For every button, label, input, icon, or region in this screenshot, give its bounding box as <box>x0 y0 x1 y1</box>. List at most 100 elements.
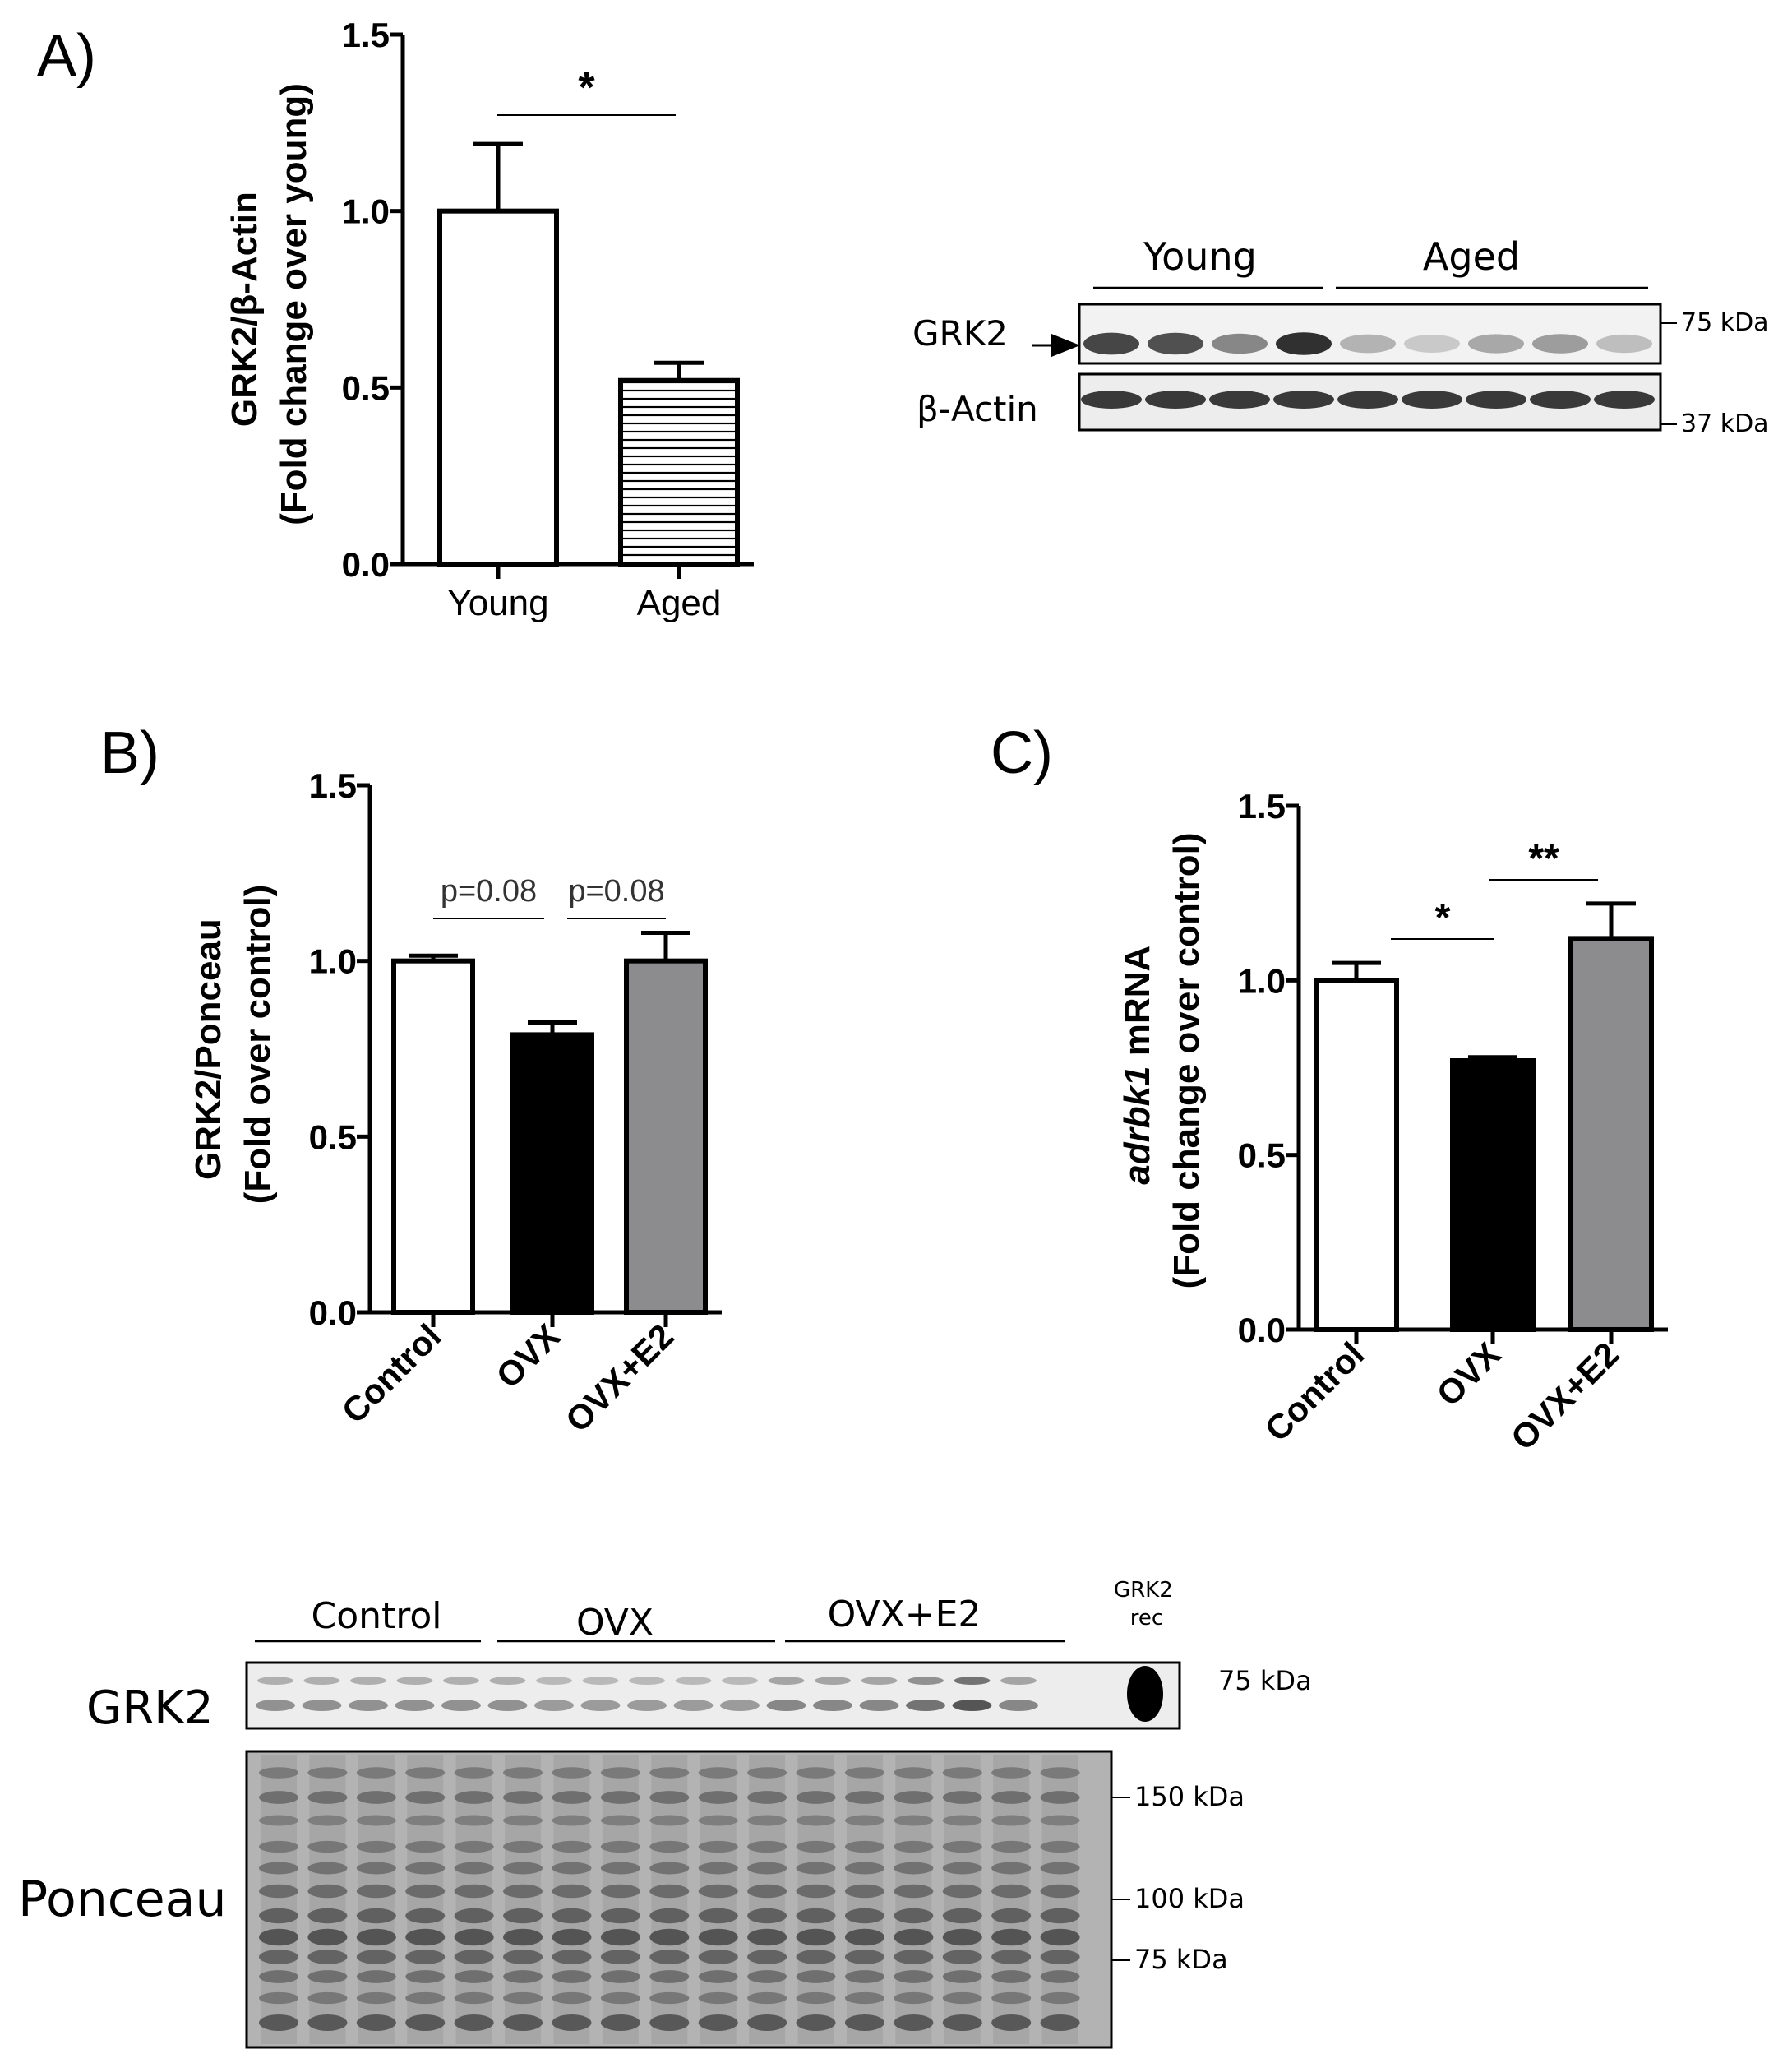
ponceau-band <box>942 1928 982 1946</box>
ponceau-band <box>796 1862 836 1875</box>
blot-bottom-group-ovx-e2: OVX+E2 <box>828 1594 981 1635</box>
ponceau-band <box>649 1791 690 1804</box>
blot-bottom-grk2-upper-band <box>257 1677 293 1685</box>
ponceau-band <box>894 1928 934 1946</box>
ponceau-band <box>259 1767 298 1779</box>
ponceau-band <box>894 1767 934 1779</box>
ponceau-band <box>894 1884 934 1899</box>
blot-bottom-rec-label: GRK2 rec <box>1114 1578 1180 1631</box>
blot-bottom-rec-band <box>1127 1666 1163 1722</box>
ponceau-band <box>698 1970 738 1983</box>
blot-bottom-grk2-band <box>813 1700 852 1711</box>
chart-a-ytick-label: 0.5 <box>342 368 390 407</box>
blot-bottom-group-ovx: OVX <box>576 1602 654 1644</box>
ponceau-band <box>649 1840 690 1853</box>
ponceau-band <box>405 1928 446 1946</box>
ponceau-band <box>503 1862 543 1875</box>
ponceau-band <box>307 1991 348 2005</box>
blot-bottom-grk2-upper-band <box>722 1677 758 1685</box>
ponceau-band <box>356 1767 396 1779</box>
ponceau-band <box>600 1791 640 1804</box>
blot-bottom-grk2-upper-band <box>908 1677 944 1685</box>
ponceau-band <box>600 1862 640 1875</box>
ponceau-band <box>307 1791 348 1804</box>
ponceau-band <box>307 1970 348 1983</box>
ponceau-band <box>552 1928 592 1946</box>
blot-a-grk2-band <box>1532 334 1588 354</box>
ponceau-band <box>405 1815 446 1826</box>
ponceau-band <box>894 1791 934 1804</box>
ponceau-band <box>942 1791 982 1804</box>
blot-bottom-grk2-band <box>395 1700 435 1711</box>
ponceau-band <box>356 1928 396 1946</box>
ponceau-band <box>503 1908 543 1924</box>
blot-bottom-grk2-band <box>302 1700 342 1711</box>
chart-c: adrbk1 mRNA (Fold change over control) 0… <box>1117 787 1668 1458</box>
ponceau-band <box>796 1767 836 1779</box>
ponceau-band <box>503 1970 543 1983</box>
chart-a-bar <box>437 208 559 567</box>
chart-b-ytick-label: 0.5 <box>309 1117 357 1156</box>
ponceau-band <box>503 1928 543 1946</box>
ponceau-band <box>454 1862 494 1875</box>
ponceau-band <box>405 1840 446 1853</box>
ponceau-band <box>552 1767 592 1779</box>
ponceau-band <box>796 1928 836 1946</box>
chart-a-sig-label: * <box>578 64 595 112</box>
ponceau-band <box>991 2014 1032 2031</box>
chart-c-ytick-label: 1.5 <box>1238 787 1286 826</box>
chart-a-category-label: Young <box>447 583 548 623</box>
ponceau-band <box>747 1908 787 1924</box>
blot-a-actin-band <box>1081 391 1142 409</box>
ponceau-band <box>356 1840 396 1853</box>
blot-a-group-young: Young <box>1143 234 1257 279</box>
panel-b-label: B) <box>100 720 159 786</box>
ponceau-band <box>894 1862 934 1875</box>
ponceau-band <box>942 1884 982 1899</box>
blot-a-grk2-band <box>1276 332 1332 355</box>
ponceau-band <box>307 1862 348 1875</box>
ponceau-band <box>356 1884 396 1899</box>
ponceau-band <box>894 1950 934 1964</box>
blot-bottom-row-grk2: GRK2 <box>86 1681 214 1735</box>
chart-b: GRK2/Ponceau (Fold over control) 0.0 0.5 1… <box>188 766 722 1440</box>
chart-b-sig-label: p=0.08 <box>568 874 664 909</box>
chart-c-category-label: OVX <box>1429 1334 1508 1413</box>
chart-b-sig-label: p=0.08 <box>441 874 537 909</box>
chart-b-ytick-label: 0.0 <box>309 1293 357 1332</box>
blot-bottom-marker-75: 75 kDa <box>1218 1665 1312 1696</box>
blot-bottom-grk2-upper-band <box>350 1677 386 1685</box>
ponceau-band <box>991 1884 1032 1899</box>
ponceau-band <box>844 2014 884 2031</box>
blot-bottom-grk2-band <box>766 1700 806 1711</box>
blot-bottom-grk2-upper-band <box>815 1677 851 1685</box>
ponceau-band <box>698 1884 738 1899</box>
chart-a-ylabel: GRK2/β-Actin (Fold change over young) <box>224 83 314 525</box>
ponceau-band <box>844 1884 884 1899</box>
ponceau-band <box>259 1862 298 1875</box>
ponceau-band <box>405 1950 446 1964</box>
ponceau-band <box>356 1791 396 1804</box>
ponceau-band <box>600 1815 640 1826</box>
ponceau-band <box>698 1791 738 1804</box>
ponceau-band <box>844 1991 884 2005</box>
ponceau-band <box>600 1767 640 1779</box>
ponceau-band <box>552 1815 592 1826</box>
blot-bottom-grk2-upper-band <box>629 1677 665 1685</box>
ponceau-band <box>405 1767 446 1779</box>
ponceau-band <box>747 1840 787 1853</box>
ponceau-band <box>649 1970 690 1983</box>
blot-a-grk2-band <box>1148 332 1203 355</box>
ponceau-band <box>356 1970 396 1983</box>
blot-a-row-actin: β-Actin <box>917 389 1038 429</box>
ponceau-band <box>942 1840 982 1853</box>
ponceau-band <box>942 1862 982 1875</box>
blot-a: Young Aged GRK2 β-Actin 75 kDa 37 kDa <box>912 234 1769 438</box>
ponceau-band <box>259 1928 298 1946</box>
ponceau-band <box>600 1884 640 1899</box>
ponceau-band <box>356 1991 396 2005</box>
ponceau-band <box>259 1791 298 1804</box>
ponceau-band <box>991 1991 1032 2005</box>
ponceau-band <box>649 1884 690 1899</box>
